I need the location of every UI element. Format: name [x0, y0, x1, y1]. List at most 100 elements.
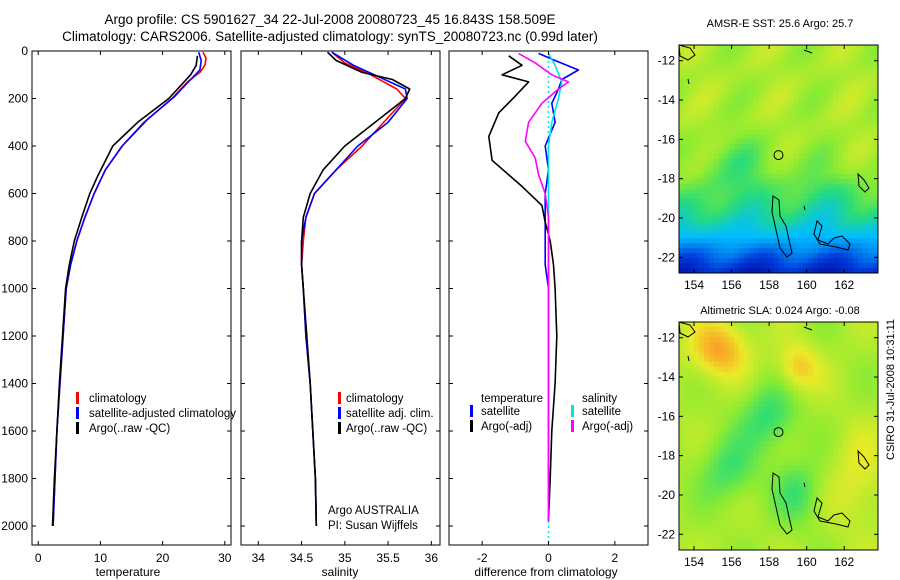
heatmap-cell	[828, 391, 834, 397]
heatmap-cell	[743, 203, 750, 209]
heatmap-cell	[718, 188, 725, 195]
heatmap-cell	[848, 535, 854, 541]
heatmap-cell	[758, 475, 764, 482]
heatmap-cell	[703, 416, 710, 422]
heatmap-cell	[858, 258, 864, 264]
heatmap-cell	[693, 480, 700, 486]
heatmap-cell	[848, 99, 854, 105]
heatmap-cell	[873, 376, 879, 382]
heatmap-cell	[813, 178, 819, 185]
heatmap-cell	[868, 99, 874, 105]
heatmap-cell	[793, 228, 799, 234]
heatmap-cell	[733, 530, 740, 536]
heatmap-cell	[683, 124, 690, 130]
heatmap-cell	[843, 99, 849, 105]
heatmap-cell	[848, 460, 854, 467]
heatmap-cell	[753, 445, 760, 452]
heatmap-cell	[758, 535, 764, 541]
heatmap-cell	[823, 376, 829, 382]
heatmap-cell	[698, 500, 705, 506]
heatmap-cell	[693, 401, 700, 407]
heatmap-cell	[813, 59, 819, 66]
heatmap-cell	[703, 54, 710, 61]
heatmap-cell	[843, 426, 849, 432]
heatmap-cell	[768, 535, 774, 541]
heatmap-cell	[858, 391, 864, 397]
heatmap-cell	[843, 440, 849, 447]
heatmap-cell	[728, 119, 735, 125]
heatmap-cell	[863, 228, 869, 234]
heatmap-cell	[723, 228, 730, 234]
heatmap-cell	[843, 173, 849, 180]
heatmap-cell	[763, 356, 769, 363]
heatmap-cell	[818, 154, 824, 160]
heatmap-cell	[848, 253, 854, 259]
heatmap-cell	[853, 396, 859, 402]
heatmap-cell	[843, 391, 849, 397]
heatmap-cell	[833, 94, 839, 100]
heatmap-cell	[873, 465, 879, 472]
heatmap-cell	[733, 84, 740, 91]
heatmap-cell	[718, 495, 725, 501]
heatmap-cell	[833, 411, 839, 417]
heatmap-cell	[873, 89, 879, 95]
heatmap-cell	[733, 99, 740, 105]
heatmap-cell	[713, 326, 720, 333]
heatmap-cell	[738, 193, 745, 200]
heatmap-cell	[758, 525, 764, 531]
heatmap-cell	[758, 248, 764, 254]
heatmap-cell	[793, 268, 799, 274]
heatmap-cell	[688, 396, 695, 402]
heatmap-cell	[698, 495, 705, 501]
heatmap-cell	[763, 248, 769, 254]
heatmap-cell	[723, 421, 730, 427]
heatmap-cell	[743, 391, 750, 397]
y-tick-label: 0	[21, 44, 28, 58]
heatmap-cell	[693, 154, 700, 160]
heatmap-cell	[773, 69, 779, 76]
heatmap-cell	[838, 64, 844, 71]
heatmap-cell	[768, 515, 774, 521]
heatmap-cell	[813, 490, 819, 496]
heatmap-cell	[778, 253, 784, 259]
heatmap-cell	[713, 495, 720, 501]
heatmap-cell	[718, 173, 725, 180]
heatmap-cell	[823, 485, 829, 491]
heatmap-cell	[718, 545, 725, 551]
heatmap-cell	[748, 540, 755, 546]
heatmap-cell	[683, 366, 690, 372]
heatmap-cell	[783, 346, 789, 353]
heatmap-cell	[718, 258, 725, 264]
heatmap-cell	[693, 431, 700, 437]
heatmap-cell	[688, 530, 695, 536]
heatmap-cell	[713, 535, 720, 541]
heatmap-cell	[758, 426, 764, 432]
heatmap-cell	[688, 99, 695, 105]
heatmap-cell	[683, 104, 690, 110]
heatmap-cell	[683, 525, 690, 531]
heatmap-cell	[733, 203, 740, 209]
heatmap-cell	[713, 505, 720, 511]
heatmap-cell	[833, 346, 839, 353]
heatmap-cell	[833, 119, 839, 125]
heatmap-cell	[808, 198, 814, 205]
heatmap-cell	[733, 455, 740, 462]
heatmap-cell	[798, 396, 804, 402]
heatmap-cell	[793, 243, 799, 249]
heatmap-cell	[833, 440, 839, 447]
heatmap-cell	[718, 341, 725, 348]
heatmap-cell	[873, 356, 879, 363]
heatmap-cell	[778, 154, 784, 160]
heatmap-cell	[818, 149, 824, 155]
heatmap-cell	[868, 361, 874, 368]
heatmap-cell	[848, 104, 854, 110]
heatmap-cell	[828, 480, 834, 486]
heatmap-cell	[738, 525, 745, 531]
heatmap-cell	[728, 455, 735, 462]
heatmap-cell	[778, 59, 784, 66]
heatmap-cell	[743, 144, 750, 150]
heatmap-cell	[873, 134, 879, 140]
heatmap-cell	[758, 411, 764, 417]
heatmap-cell	[693, 149, 700, 155]
heatmap-cell	[708, 346, 715, 353]
